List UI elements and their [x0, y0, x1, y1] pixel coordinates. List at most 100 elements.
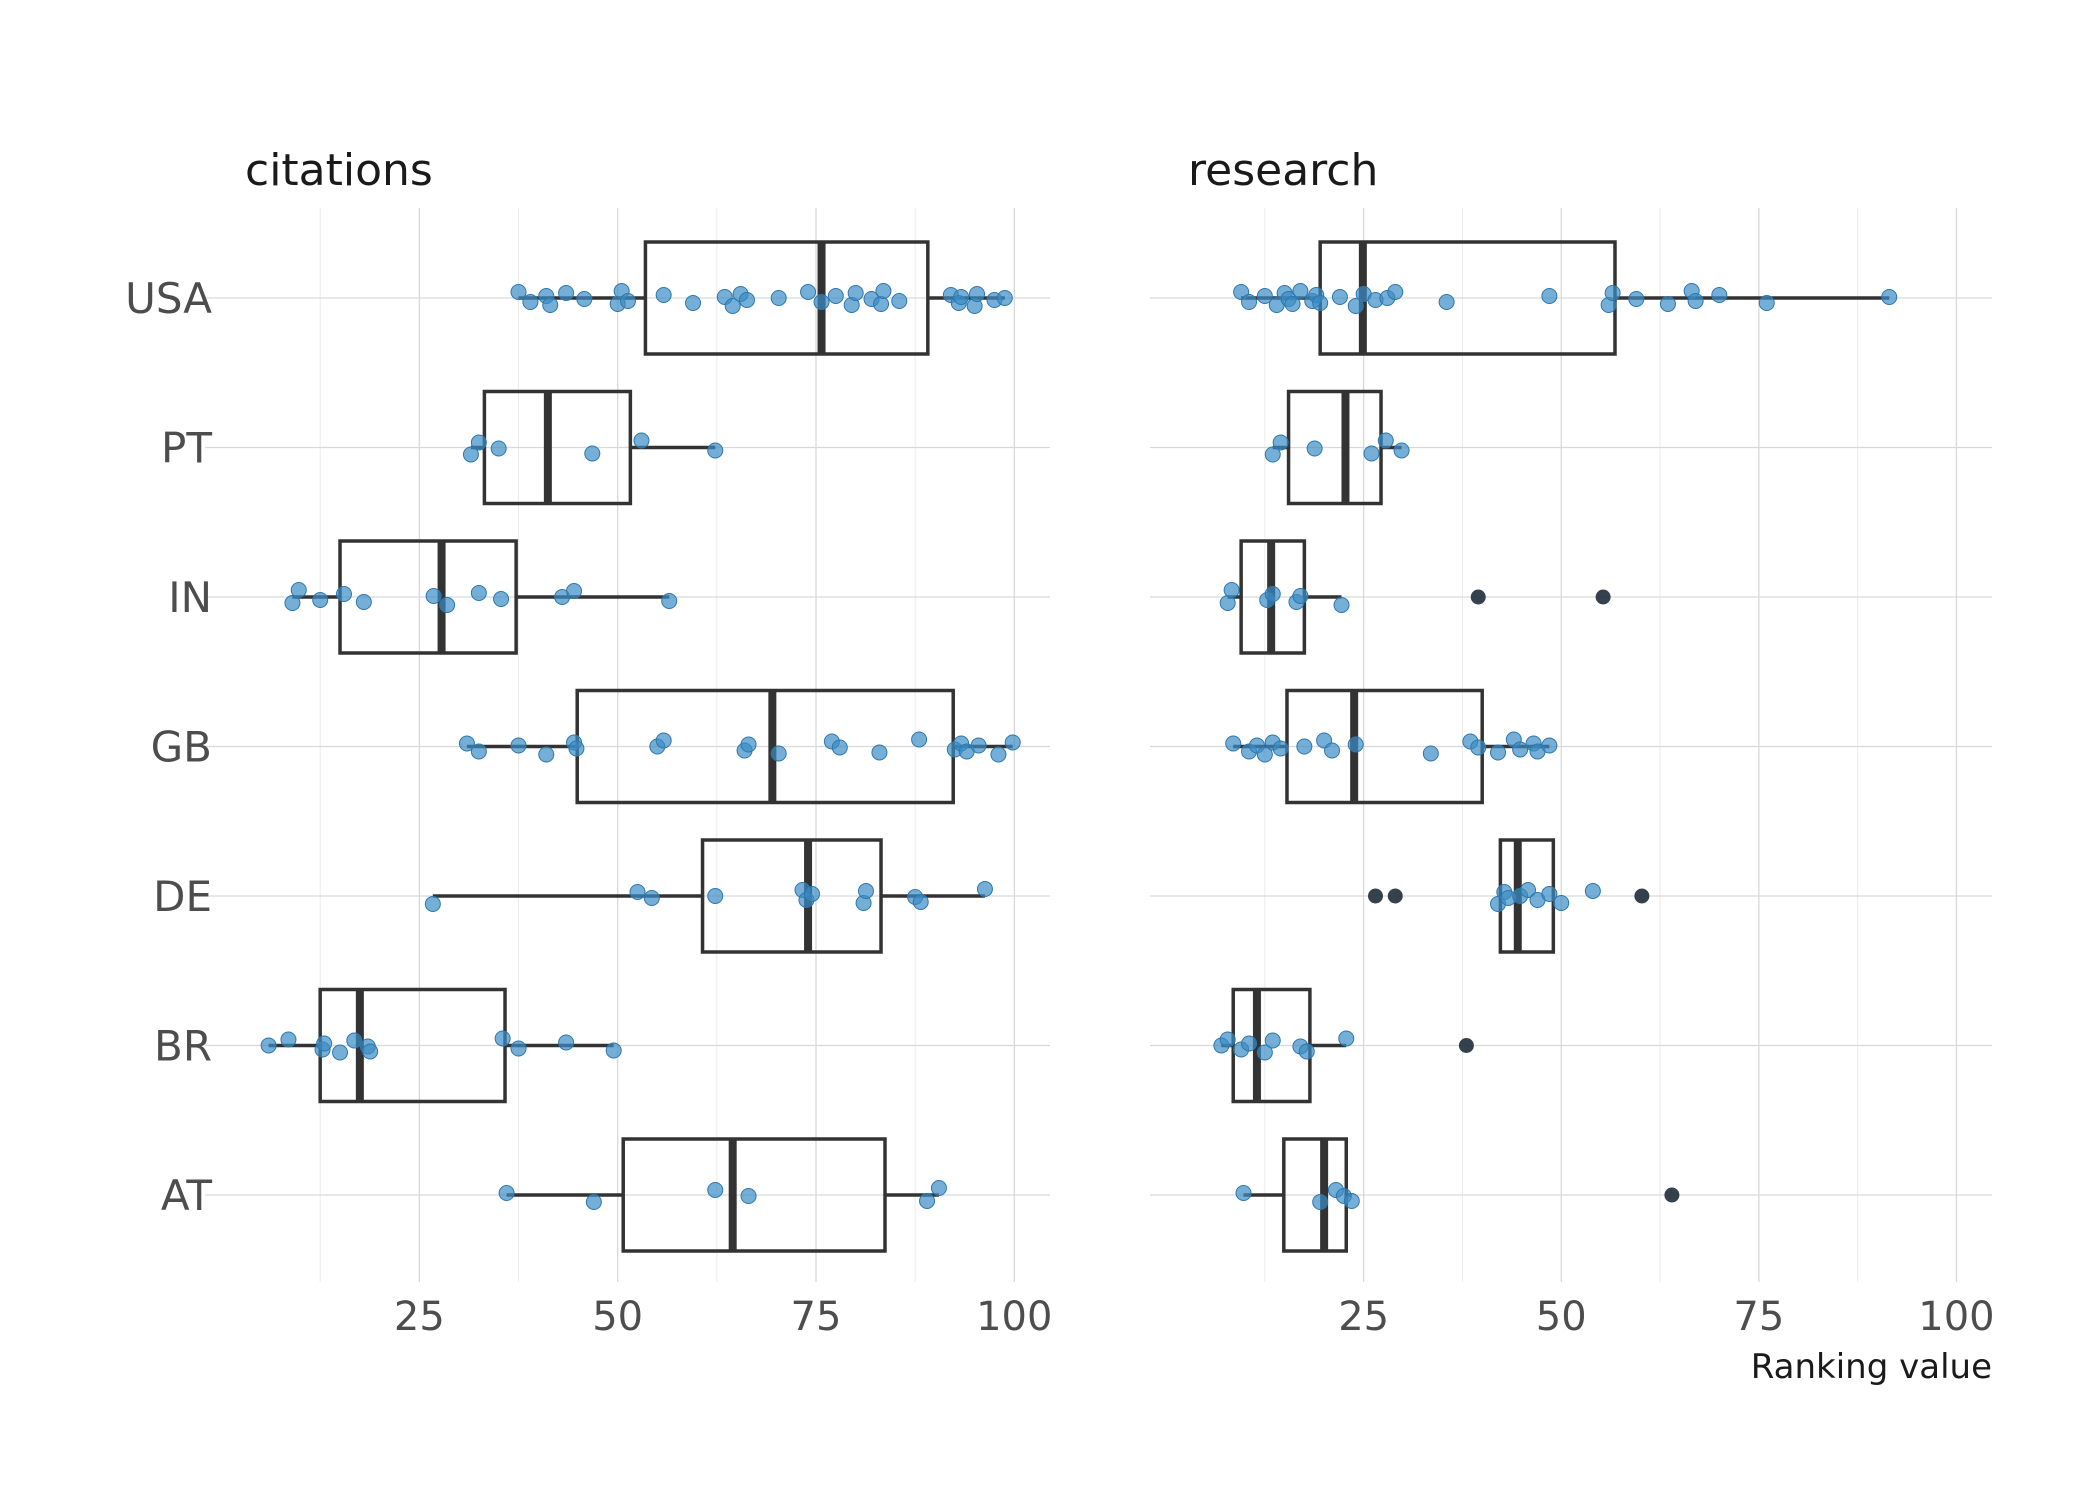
data-point — [425, 588, 442, 604]
data-point — [1541, 886, 1558, 902]
data-point — [976, 881, 993, 897]
data-point — [424, 896, 441, 912]
data-point — [1272, 434, 1289, 451]
data-point — [1241, 1035, 1258, 1052]
data-point — [284, 595, 301, 611]
data-point — [584, 445, 601, 462]
data-point — [1438, 294, 1455, 310]
data-point — [558, 1034, 575, 1051]
data-point — [458, 735, 475, 752]
data-point — [804, 886, 821, 902]
data-point — [831, 739, 848, 756]
outlier-point — [1664, 1187, 1680, 1203]
data-point — [335, 586, 352, 602]
y-tick-label: IN — [168, 573, 212, 622]
data-point — [1711, 287, 1728, 303]
data-point — [619, 293, 636, 309]
data-point — [1628, 291, 1645, 307]
data-point — [510, 737, 527, 754]
panel-citations: USA PT IN GB DE BR AT 25 50 75 100 citations — [125, 145, 1052, 1340]
data-point — [470, 743, 487, 760]
outlier-point — [1595, 589, 1611, 605]
data-point — [1004, 734, 1021, 751]
data-point — [1241, 294, 1258, 310]
panel-title-citations: citations — [245, 145, 433, 196]
data-point — [930, 1180, 947, 1196]
data-point — [1225, 735, 1242, 752]
data-point — [707, 1182, 724, 1198]
outlier-point — [1368, 888, 1383, 904]
y-tick-label: PT — [161, 424, 212, 473]
data-point — [740, 1188, 757, 1204]
data-point — [1312, 295, 1329, 311]
data-point — [1219, 1031, 1236, 1048]
x-tick-label: 100 — [1918, 1294, 1994, 1340]
data-point — [1347, 298, 1364, 314]
data-point — [462, 446, 479, 463]
data-point — [312, 592, 329, 608]
data-point — [1264, 586, 1281, 602]
data-point — [970, 737, 987, 754]
data-point — [1363, 445, 1380, 462]
data-point — [629, 884, 646, 900]
x-tick-label: 50 — [592, 1294, 643, 1340]
data-point — [800, 284, 817, 300]
data-point — [1584, 883, 1601, 899]
data-point — [1338, 1030, 1355, 1047]
data-point — [316, 1035, 333, 1052]
data-point — [738, 292, 755, 308]
x-axis-title: Ranking value — [1751, 1347, 1992, 1387]
data-point — [1470, 739, 1487, 756]
data-point — [558, 285, 575, 301]
data-point — [568, 740, 585, 757]
data-point — [1331, 289, 1348, 305]
data-point — [1298, 1043, 1315, 1060]
data-point — [1604, 285, 1621, 301]
data-point — [770, 745, 787, 762]
data-point — [740, 736, 757, 753]
data-point — [1256, 1044, 1273, 1061]
y-tick-label: AT — [161, 1171, 212, 1220]
data-point — [891, 293, 908, 309]
data-point — [439, 597, 456, 613]
data-point — [813, 294, 830, 310]
data-point — [770, 290, 787, 306]
outlier-point — [1634, 888, 1650, 904]
data-point — [1541, 288, 1558, 304]
data-point — [1377, 432, 1394, 449]
x-tick-label: 25 — [394, 1294, 445, 1340]
data-point — [1490, 744, 1507, 761]
data-point — [1264, 1032, 1281, 1049]
data-point — [875, 283, 892, 299]
data-point — [990, 746, 1007, 763]
box-de — [700, 838, 883, 954]
outlier-point — [1470, 589, 1486, 605]
panel-research: 25 50 75 100 research — [1150, 145, 1995, 1340]
data-point — [490, 440, 507, 457]
data-point — [1223, 582, 1240, 598]
data-point — [1541, 737, 1558, 754]
data-point — [522, 294, 539, 310]
x-tick-label: 100 — [976, 1294, 1052, 1340]
data-point — [873, 296, 890, 312]
data-point — [510, 1040, 527, 1057]
y-tick-label: USA — [125, 274, 212, 323]
data-point — [655, 287, 672, 303]
data-point — [1553, 895, 1570, 911]
data-point — [724, 298, 741, 314]
data-point — [661, 593, 678, 609]
data-point — [685, 295, 702, 311]
data-point — [871, 744, 888, 761]
data-point — [1256, 288, 1273, 304]
data-point — [1235, 1185, 1252, 1201]
data-point — [1256, 746, 1273, 763]
data-point — [1333, 597, 1350, 613]
data-point — [362, 1043, 379, 1060]
data-point — [1343, 1193, 1360, 1209]
box-pt — [1286, 389, 1383, 506]
data-point — [1292, 588, 1309, 604]
data-point — [605, 1042, 622, 1059]
data-point — [1659, 296, 1676, 312]
data-point — [493, 591, 510, 607]
